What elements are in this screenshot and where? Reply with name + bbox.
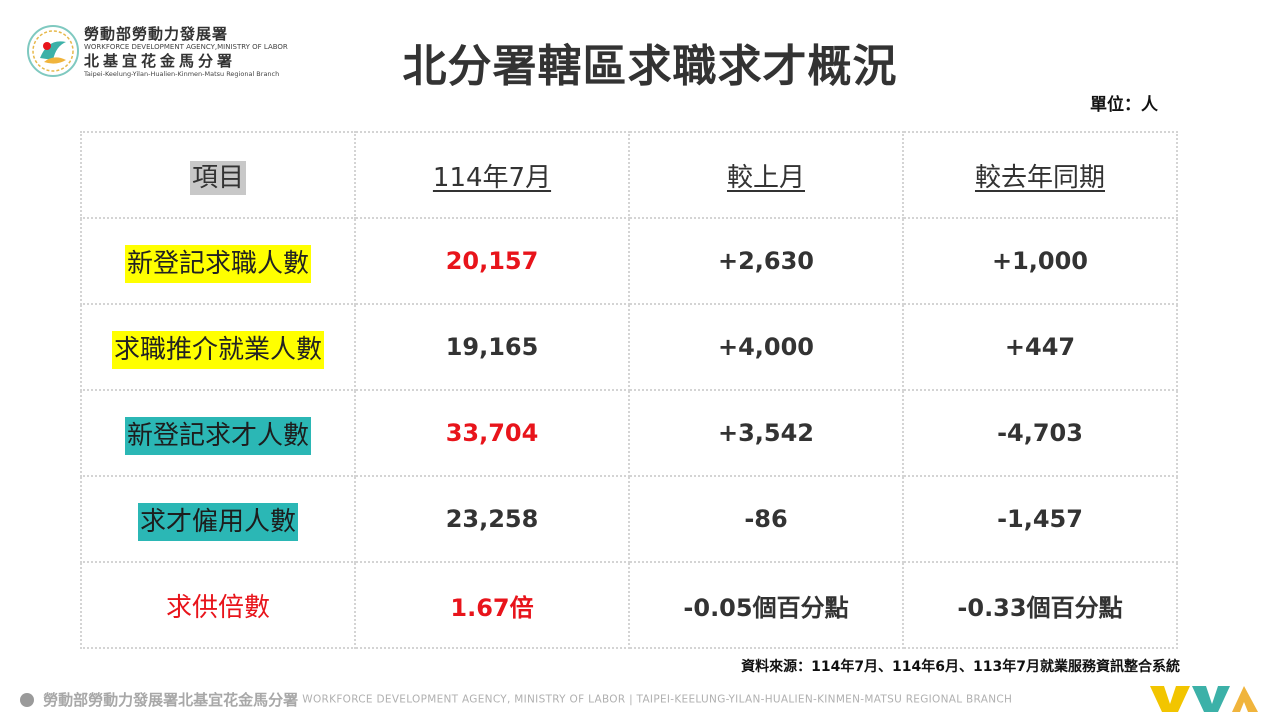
- logo-branch-name-en: Taipei-Keelung-Yilan-Hualien-Kinmen-Mats…: [84, 70, 280, 78]
- row-label: 求職推介就業人數: [80, 303, 356, 391]
- footer: 勞動部勞動力發展署北基宜花金馬分署 WORKFORCE DEVELOPMENT …: [20, 689, 1012, 710]
- agency-logo: 勞動部勞動力發展署 WORKFORCE DEVELOPMENT AGENCY,M…: [26, 24, 288, 80]
- year-change-value: -0.33個百分點: [902, 561, 1178, 649]
- table-row: 新登記求才人數 33,704 +3,542 -4,703: [80, 389, 1178, 477]
- unit-label: 單位：人: [1090, 95, 1158, 115]
- summary-table: 項目 114年7月 較上月 較去年同期 新登記求職人數 20,157 +2,63…: [80, 131, 1178, 649]
- logo-agency-name-en: WORKFORCE DEVELOPMENT AGENCY,MINISTRY OF…: [84, 43, 288, 51]
- page-title: 北分署轄區求職求才概況: [402, 41, 898, 92]
- agency-footer-icon: [20, 692, 34, 707]
- row-label: 新登記求才人數: [80, 389, 356, 477]
- current-value: 33,704: [354, 389, 630, 477]
- footer-agency-name: 勞動部勞動力發展署北基宜花金馬分署: [43, 691, 299, 709]
- agency-emblem-icon: [27, 25, 79, 77]
- month-change-value: +2,630: [628, 217, 904, 305]
- brand-mark-icon: [1150, 686, 1258, 712]
- header-current-month: 114年7月: [354, 131, 630, 219]
- month-change-value: -0.05個百分點: [628, 561, 904, 649]
- header-vs-last-year: 較去年同期: [902, 131, 1178, 219]
- logo-branch-name: 北基宜花金馬分署: [84, 52, 237, 70]
- current-value: 20,157: [354, 217, 630, 305]
- year-change-value: -1,457: [902, 475, 1178, 563]
- table-row: 求職推介就業人數 19,165 +4,000 +447: [80, 303, 1178, 391]
- current-value: 23,258: [354, 475, 630, 563]
- table-row: 求供倍數 1.67倍 -0.05個百分點 -0.33個百分點: [80, 561, 1178, 649]
- row-label: 求供倍數: [80, 561, 356, 649]
- footer-agency-name-en: WORKFORCE DEVELOPMENT AGENCY, MINISTRY O…: [302, 693, 1013, 706]
- row-label: 求才僱用人數: [80, 475, 356, 563]
- table-row: 新登記求職人數 20,157 +2,630 +1,000: [80, 217, 1178, 305]
- month-change-value: +4,000: [628, 303, 904, 391]
- table-header-row: 項目 114年7月 較上月 較去年同期: [80, 131, 1178, 219]
- table-row: 求才僱用人數 23,258 -86 -1,457: [80, 475, 1178, 563]
- year-change-value: +447: [902, 303, 1178, 391]
- logo-agency-name: 勞動部勞動力發展署: [84, 25, 229, 43]
- year-change-value: -4,703: [902, 389, 1178, 477]
- current-value: 19,165: [354, 303, 630, 391]
- header-vs-last-month: 較上月: [628, 131, 904, 219]
- month-change-value: -86: [628, 475, 904, 563]
- current-value: 1.67倍: [354, 561, 630, 649]
- row-label: 新登記求職人數: [80, 217, 356, 305]
- month-change-value: +3,542: [628, 389, 904, 477]
- header-item: 項目: [80, 131, 356, 219]
- year-change-value: +1,000: [902, 217, 1178, 305]
- data-source-note: 資料來源：114年7月、114年6月、113年7月就業服務資訊整合系統: [741, 659, 1180, 675]
